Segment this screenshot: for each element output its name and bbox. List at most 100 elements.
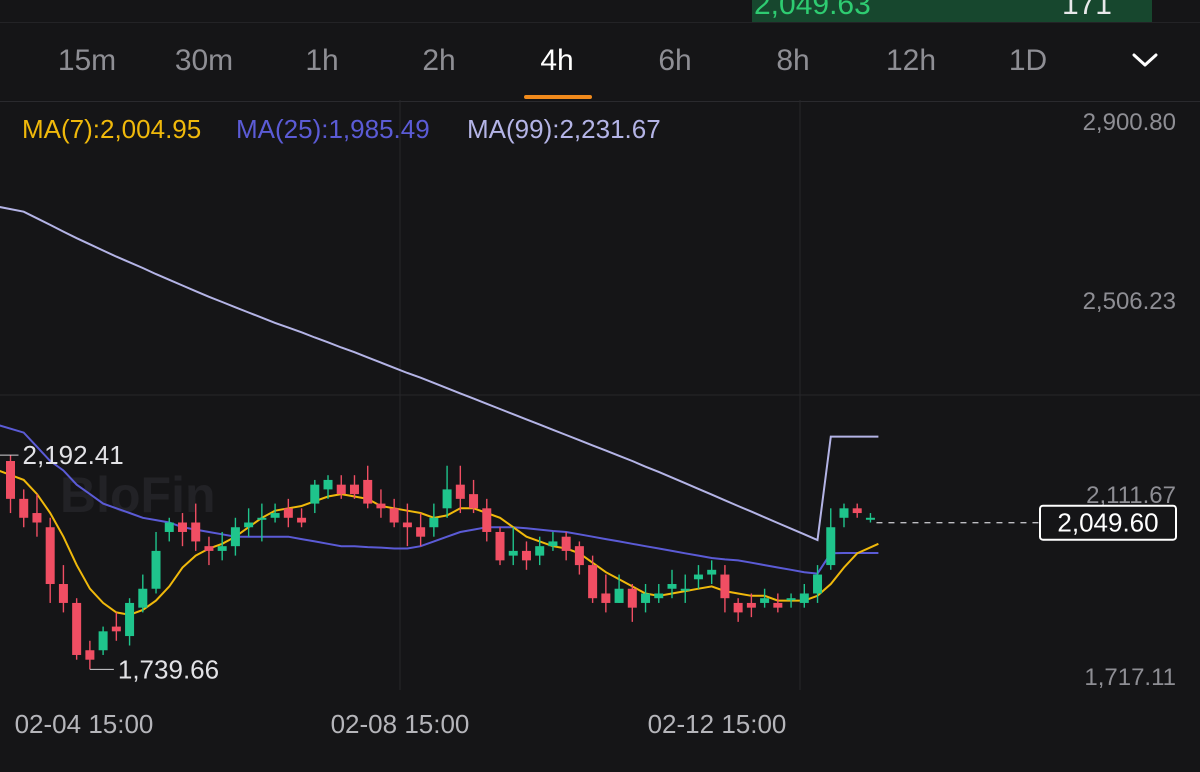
candle-body [641,593,651,603]
candle-body [363,479,373,504]
candle-body [177,522,187,532]
candle-body [6,461,15,499]
candle-body [111,626,121,632]
candle-body [389,508,399,523]
watermark-logo: BloFin [60,467,216,523]
candle-body [58,584,68,603]
candle-body [680,588,690,591]
candle-body [125,602,135,637]
candle-body [469,494,479,509]
high-price-label: 2,192.41 [23,440,124,470]
candle-body [561,536,571,551]
top-price-strip: 2,049.63 171 [0,0,1200,22]
candle-body [244,522,254,528]
x-tick-label: 02-08 15:00 [331,709,470,739]
legend-ma25: MA(25):1,985.49 [236,114,430,144]
chevron-down-icon [1132,53,1158,67]
tab-30m[interactable]: 30m [174,44,234,77]
tab-2h[interactable]: 2h [422,44,456,77]
tab-4h[interactable]: 4h [540,44,574,77]
candle-body [773,602,783,608]
candle-body [349,484,359,495]
candle-body [786,598,796,601]
candle-body [98,631,108,651]
candle-body [455,484,465,499]
legend-ma99: MA(99):2,231.67 [467,114,661,144]
ma99-line [0,206,879,542]
active-tab-underline [524,95,592,99]
candle-body [495,531,505,561]
candle-body [151,550,161,589]
current-price-label: 2,049.60 [1057,508,1158,538]
annotations: 2,192.41 1,739.66 [0,440,219,684]
current-price-box [1039,504,1177,541]
candle-body [283,508,293,518]
candle-body [85,650,95,660]
current-price-marker: 2,049.60 [876,504,1177,541]
candle-body [733,602,743,613]
candle-body [693,574,703,580]
y-tick-label: 2,506.23 [1083,288,1176,315]
candle-body [720,574,730,599]
x-tick-label: 02-12 15:00 [648,709,787,739]
candle-body [32,513,42,523]
candle-body [548,541,558,547]
candle-body [535,546,545,556]
candle-body [336,484,346,495]
x-axis-labels: 02-04 15:00 02-08 15:00 02-12 15:00 [15,709,787,739]
tab-6h[interactable]: 6h [658,44,692,77]
candle-body [746,602,756,608]
candle-body [402,522,412,528]
moving-average-lines [0,206,879,616]
candle-body [416,527,426,537]
candle-body [627,588,637,608]
top-price-qty: 171 [1061,0,1112,21]
candle-body [799,593,809,603]
tab-1h[interactable]: 1h [305,44,339,77]
timeframe-bar: 15m 30m 1h 2h 4h 6h 8h 12h 1D [0,22,1200,102]
legend: MA(7):2,004.95 MA(25):1,985.49 MA(99):2,… [22,114,661,144]
candle-body [204,546,214,551]
more-timeframes-dropdown[interactable] [1120,41,1170,81]
legend-ma7: MA(7):2,004.95 [22,114,201,144]
candle-body [521,550,531,561]
candle-body [482,508,492,532]
candle-body [508,550,518,556]
candle-body [310,484,320,504]
candle-body [323,479,333,490]
tab-8h[interactable]: 8h [776,44,810,77]
grid [0,100,1200,690]
candle-body [707,569,717,575]
candles [6,455,875,670]
candle-body [429,517,439,528]
top-price-value: 2,049.63 [754,0,871,21]
low-price-label: 1,739.66 [118,654,219,684]
tab-15m[interactable]: 15m [57,44,117,77]
candle-body [667,584,677,589]
top-price-cell: 2,049.63 171 [752,0,1152,22]
tab-1d[interactable]: 1D [1008,44,1048,77]
candle-body [839,508,849,518]
candle-body [826,527,836,566]
candle-body [138,588,148,608]
candle-body [813,574,823,594]
candle-body [297,517,307,523]
candle-body [217,546,227,551]
tab-12h[interactable]: 12h [885,44,937,77]
y-tick-label: 1,717.11 [1084,664,1176,691]
candle-body [614,588,624,603]
candle-body [588,565,598,599]
candle-body [230,527,240,547]
candle-body [257,517,267,520]
y-tick-label: 2,111.67 [1086,482,1176,509]
candle-body [45,527,55,585]
price-chart[interactable]: BloFin MA(7):2,004.95 MA(25):1,985.49 MA… [0,100,1200,772]
candle-body [760,598,770,603]
candle-body [19,498,29,518]
candle-body [191,522,201,542]
candle-body [164,522,174,532]
y-tick-label: 2,900.80 [1083,109,1176,136]
candle-body [601,593,611,603]
candle-body [865,517,875,520]
candle-body [72,602,82,655]
